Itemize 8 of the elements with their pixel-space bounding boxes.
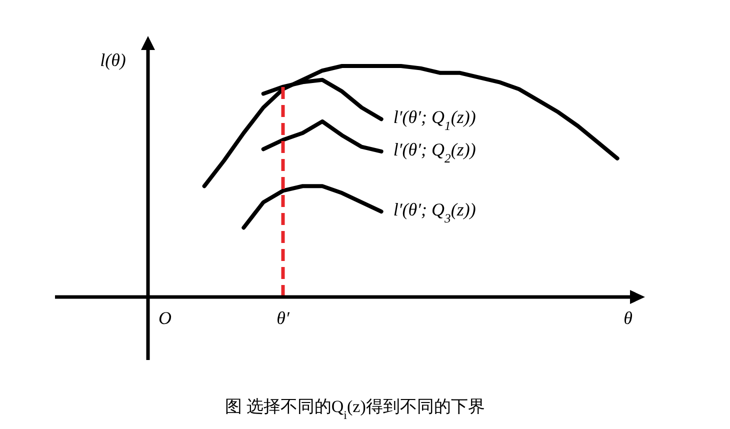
series-label: l′(θ′; Q$_{2}$(z)) (393, 139, 476, 166)
text: 图 选择不同的Q$_{i}$(z)得到不同的下界 (225, 397, 485, 422)
x-tick-label: θ′ (276, 308, 290, 328)
x-tick-label: O (158, 308, 172, 328)
y-axis-title: l(θ) (100, 50, 126, 70)
series-label: l′(θ′; Q$_{1}$(z)) (393, 107, 476, 134)
series-label: l′(θ′; Q$_{3}$(z)) (393, 200, 476, 226)
x-axis-title: θ (624, 308, 633, 328)
